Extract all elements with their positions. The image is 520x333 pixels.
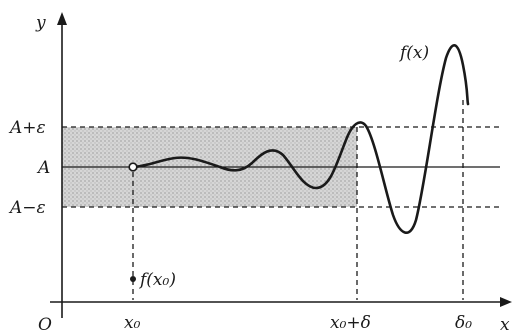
removed-point bbox=[128, 162, 138, 172]
curve-label: f(x) bbox=[398, 43, 429, 63]
f-x0-label: f(x₀) bbox=[138, 270, 176, 290]
x-axis-label: x bbox=[500, 315, 510, 333]
y-axis-arrow bbox=[57, 12, 67, 25]
y-tick-middle: A bbox=[36, 158, 50, 178]
function-curve bbox=[131, 44, 470, 234]
x-tick-delta0: δ₀ bbox=[455, 313, 472, 333]
origin-label: O bbox=[38, 315, 52, 333]
y-axis-label: y bbox=[35, 13, 46, 33]
f-x0-point bbox=[130, 276, 136, 282]
x-tick-x0-delta: x₀+δ bbox=[330, 313, 371, 333]
x-tick-x0: x₀ bbox=[124, 313, 141, 333]
x-axis-arrow bbox=[500, 297, 512, 307]
y-tick-upper: A+ε bbox=[8, 118, 46, 138]
y-tick-lower: A−ε bbox=[8, 198, 46, 218]
